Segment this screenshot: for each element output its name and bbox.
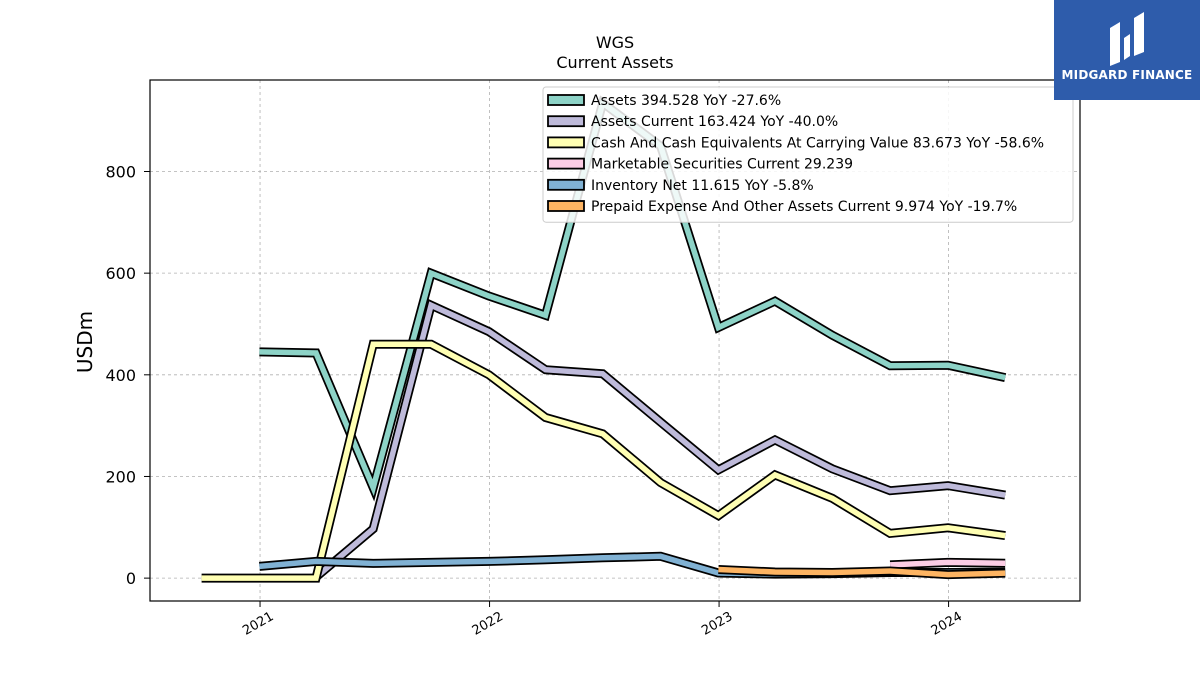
y-axis-label: USDm [73,311,97,373]
y-tick-label: 200 [105,467,136,486]
legend-box [542,86,1074,223]
legend-swatch [547,178,585,191]
legend: Assets 394.528 YoY -27.6% Assets Current … [542,86,1074,223]
brand-logo: MIDGARD FINANCE [1054,0,1200,100]
legend-swatch [547,157,585,170]
legend-label: Cash And Cash Equivalents At Carrying Va… [591,135,1044,151]
series-2 [201,339,1006,583]
series-line [314,301,1006,580]
y-tick-label: 0 [126,569,136,588]
series-line [889,559,1006,568]
legend-swatch [547,94,585,106]
tick-layer: 0 200 400 600 800 2021 2022 2023 2024 [105,162,964,638]
legend-label: Prepaid Expense And Other Assets Current… [591,199,1017,215]
y-tick-label: 600 [105,264,136,283]
legend-label: Marketable Securities Current 29.239 [591,157,853,173]
plot-frame [149,79,1081,602]
series-line [718,566,1006,578]
chart-subtitle: Current Assets [556,53,673,72]
legend-label: Assets 394.528 YoY -27.6% [591,93,781,109]
series-1 [313,298,1006,581]
legend-label: Inventory Net 11.615 YoY -5.8% [591,178,814,194]
series-5 [718,565,1006,580]
legend-swatch [547,115,585,128]
chart-title: WGS [596,33,634,52]
legend-swatch [547,200,585,212]
series-layer [201,95,1007,583]
x-tick-label: 2022 [470,609,506,639]
y-tick-label: 400 [105,366,136,385]
legend-label: Assets Current 163.424 YoY -40.0% [591,114,838,130]
y-tick-label: 800 [105,162,136,181]
x-tick-label: 2023 [699,609,735,639]
series-3 [889,557,1006,570]
legend-swatch [547,136,585,149]
series-line [201,341,1006,581]
logo-text: MIDGARD FINANCE [1061,68,1193,82]
x-tick-label: 2024 [929,609,965,639]
logo-mark-icon [1110,12,1144,66]
x-tick-label: 2021 [240,609,276,639]
